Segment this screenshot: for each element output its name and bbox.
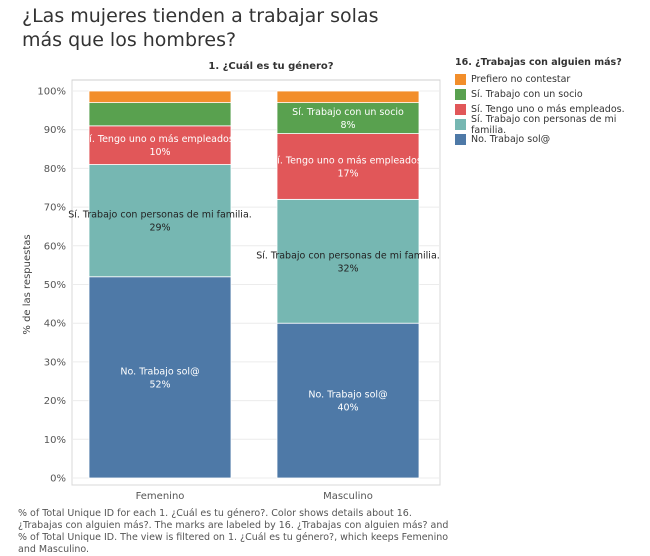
- segment-value-label: 17%: [337, 168, 358, 179]
- y-tick-label: 0%: [50, 474, 66, 485]
- legend-label: Sí. Trabajo con un socio: [471, 89, 583, 100]
- y-tick-label: 10%: [44, 435, 66, 446]
- legend-item[interactable]: Sí. Trabajo con personas de mi familia.: [455, 114, 645, 136]
- legend-swatch: [455, 74, 466, 85]
- legend: 16. ¿Trabajas con alguien más? Prefiero …: [455, 57, 645, 147]
- bar-segment[interactable]: [88, 164, 232, 278]
- legend-item[interactable]: Sí. Trabajo con un socio: [455, 87, 645, 102]
- y-tick-label: 40%: [44, 319, 66, 330]
- legend-item[interactable]: No. Trabajo sol@: [455, 132, 645, 147]
- legend-title: 16. ¿Trabajas con alguien más?: [455, 57, 622, 68]
- x-category-label: Femenino: [136, 491, 185, 502]
- legend-swatch: [455, 89, 466, 100]
- segment-series-label: Sí. Tengo uno o más empleados.: [271, 155, 425, 166]
- y-tick-label: 80%: [44, 164, 66, 175]
- y-tick-label: 60%: [44, 241, 66, 252]
- chart-title: ¿Las mujeres tienden a trabajar solas má…: [22, 5, 379, 51]
- segment-series-label: No. Trabajo sol@: [308, 390, 387, 401]
- column-header-title: 1. ¿Cuál es tu género?: [208, 60, 333, 72]
- x-category-label: Masculino: [323, 491, 373, 502]
- segment-value-label: 40%: [337, 403, 358, 414]
- footnote: % of Total Unique ID for each 1. ¿Cuál e…: [18, 508, 449, 555]
- bar-segment[interactable]: [276, 90, 420, 104]
- legend-swatch: [455, 134, 466, 145]
- bar-segment[interactable]: [276, 322, 420, 479]
- bar-segment[interactable]: [88, 90, 232, 104]
- segment-value-label: 32%: [337, 263, 358, 274]
- segment-value-label: 29%: [149, 223, 170, 234]
- y-tick-label: 100%: [37, 87, 66, 98]
- bar-segment[interactable]: [276, 198, 420, 324]
- legend-items: Prefiero no contestar Sí. Trabajo con un …: [455, 72, 645, 147]
- y-tick-label: 50%: [44, 280, 66, 291]
- bar-segment[interactable]: [88, 102, 232, 127]
- segment-series-label: No. Trabajo sol@: [120, 366, 199, 377]
- segment-series-label: Sí. Trabajo con personas de mi familia.: [256, 250, 440, 261]
- legend-label: Sí. Trabajo con personas de mi familia.: [471, 113, 617, 136]
- bar-segment[interactable]: [276, 102, 420, 134]
- segment-value-label: 10%: [149, 147, 170, 158]
- segment-value-label: 8%: [340, 120, 355, 131]
- y-tick-label: 30%: [44, 357, 66, 368]
- y-tick-label: 70%: [44, 203, 66, 214]
- legend-item[interactable]: Prefiero no contestar: [455, 72, 645, 87]
- bar-segment[interactable]: [88, 276, 232, 479]
- segment-series-label: Sí. Trabajo con un socio: [292, 107, 404, 118]
- segment-series-label: Sí. Trabajo con personas de mi familia.: [68, 210, 252, 221]
- y-tick-label: 90%: [44, 125, 66, 136]
- legend-swatch: [455, 104, 466, 115]
- y-tick-label: 20%: [44, 396, 66, 407]
- bar-segment[interactable]: [88, 125, 232, 165]
- y-axis-label: % de las respuestas: [22, 234, 33, 334]
- legend-label: Sí. Tengo uno o más empleados.: [471, 104, 625, 115]
- legend-swatch: [455, 119, 466, 130]
- segment-series-label: Sí. Tengo uno o más empleados.: [83, 134, 237, 145]
- legend-label: Prefiero no contestar: [471, 74, 571, 85]
- legend-label: No. Trabajo sol@: [471, 134, 551, 145]
- segment-value-label: 52%: [149, 379, 170, 390]
- legend-item[interactable]: Sí. Tengo uno o más empleados.: [455, 102, 645, 117]
